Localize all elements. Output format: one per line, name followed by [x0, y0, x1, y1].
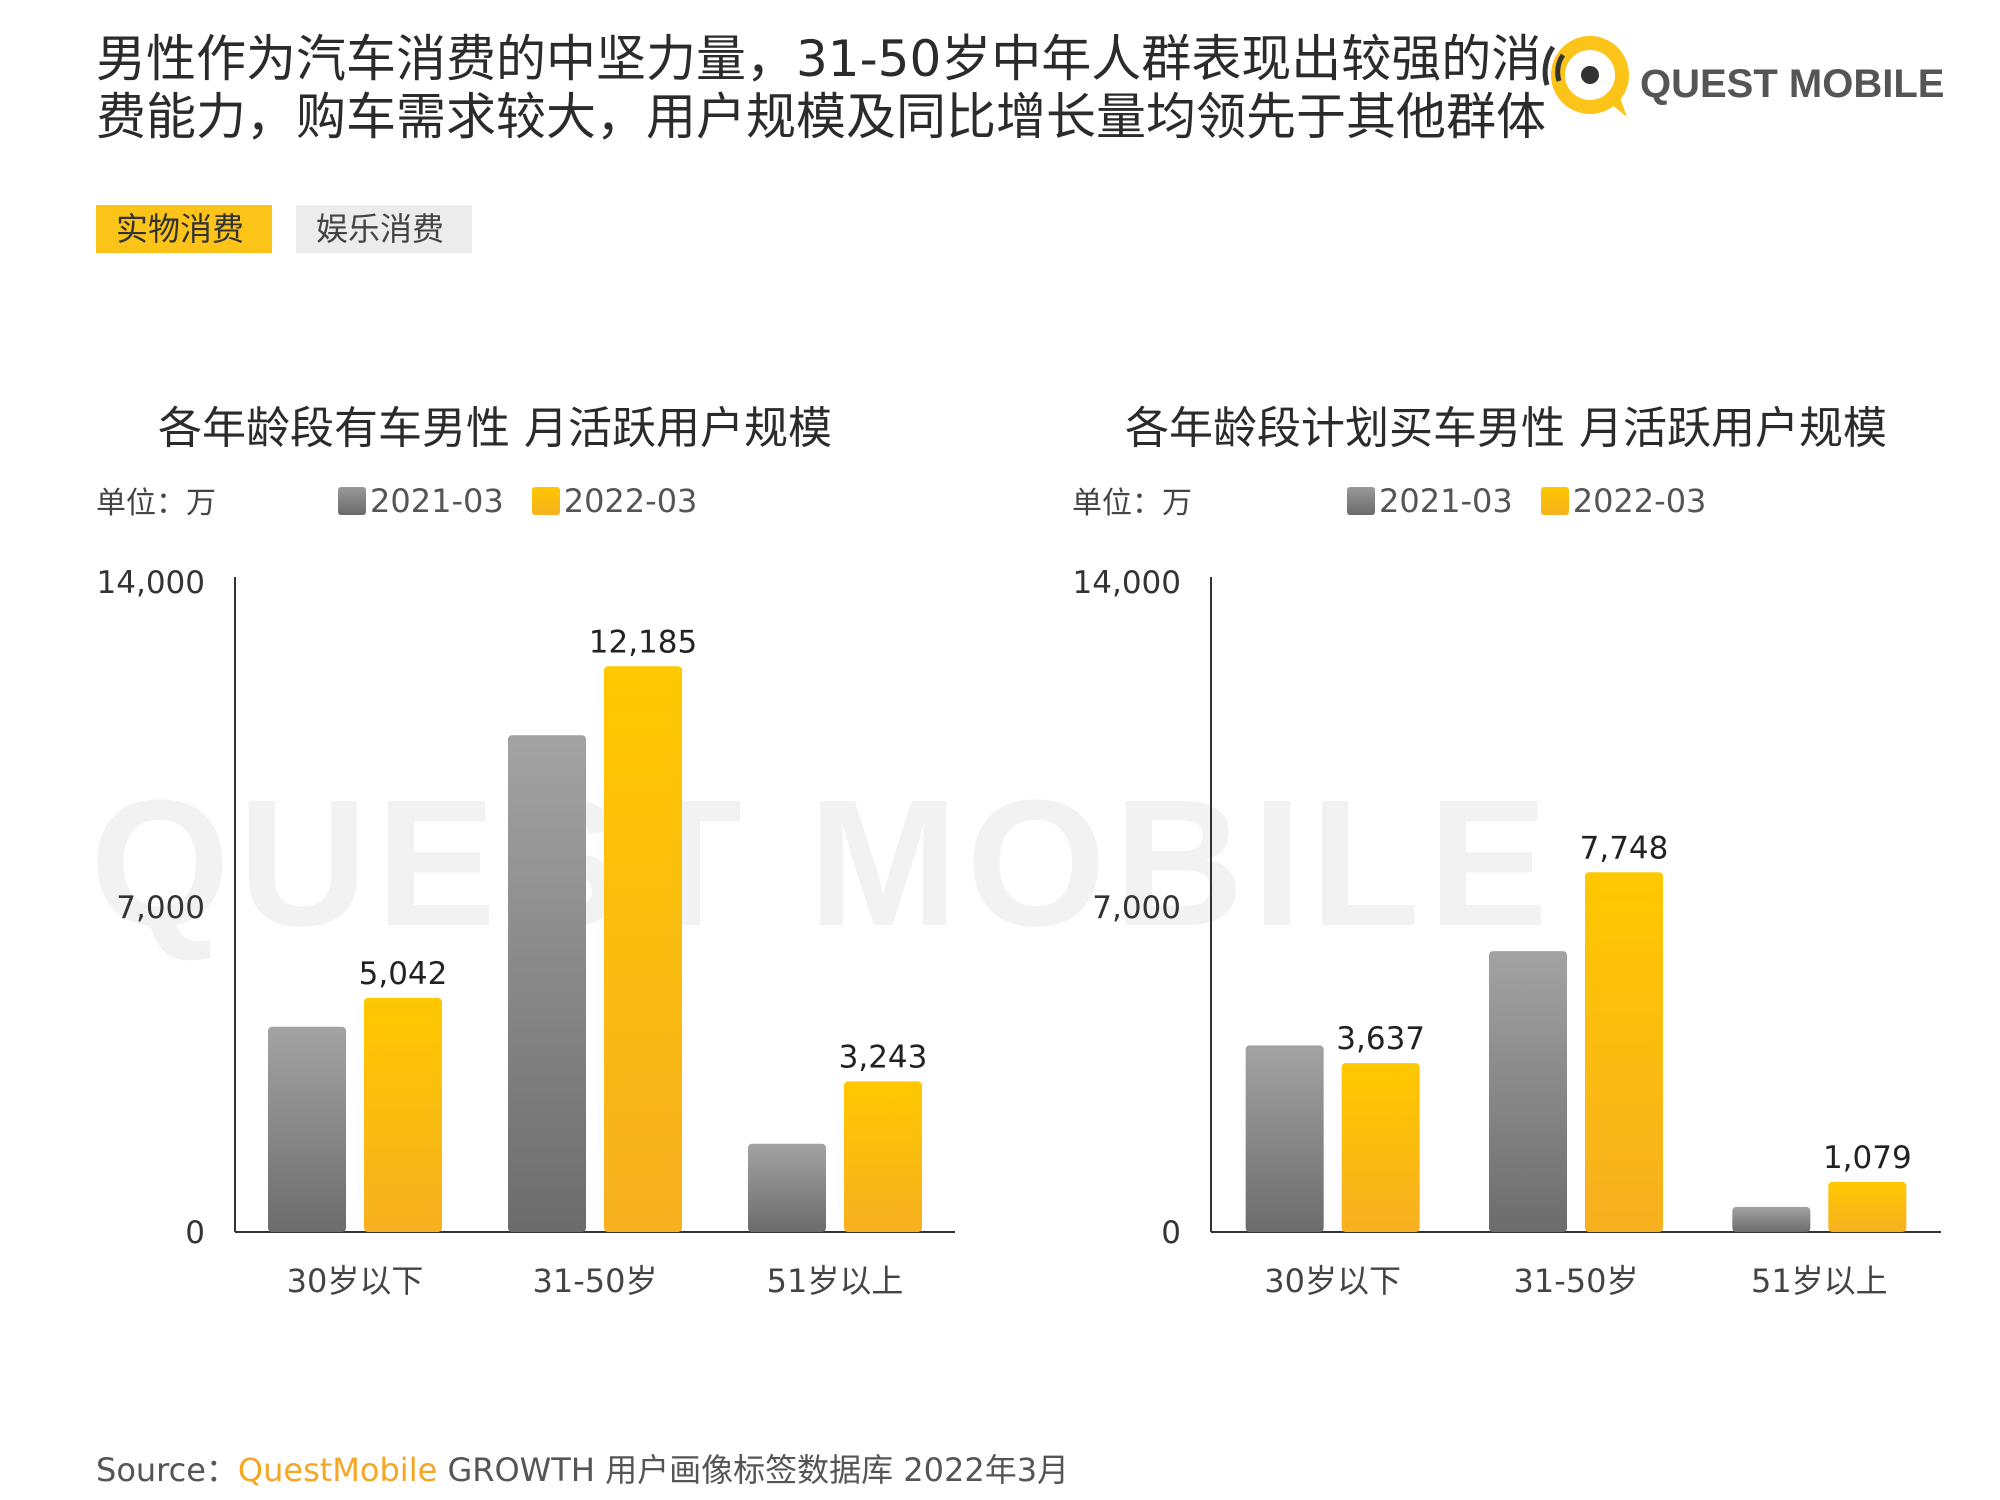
- source-rest: GROWTH 用户画像标签数据库 2022年3月: [437, 1451, 1070, 1489]
- unit-label-1: 单位：万: [96, 486, 216, 521]
- y-tick-label: 7,000: [1092, 890, 1181, 926]
- legend-1: 2021-03 2022-03: [338, 482, 725, 520]
- bar-2022-03-1: [604, 666, 682, 1232]
- data-label: 7,748: [1580, 830, 1669, 866]
- logo-text: QUEST MOBILE: [1640, 62, 1945, 106]
- source-note: Source：QuestMobile GROWTH 用户画像标签数据库 2022…: [96, 1445, 1069, 1491]
- bar-2021-03-2: [1732, 1206, 1811, 1232]
- y-tick-label: 14,000: [97, 565, 205, 601]
- tab-physical-consumption[interactable]: 实物消费: [96, 205, 272, 253]
- y-tick-label: 14,000: [1073, 565, 1181, 601]
- data-label: 5,042: [359, 956, 448, 992]
- y-tick-label: 7,000: [116, 890, 205, 926]
- bar-2021-03-1: [1489, 951, 1567, 1232]
- data-label: 3,243: [839, 1039, 928, 1075]
- legend-swatch-2021: [338, 487, 366, 515]
- legend-2: 2021-03 2022-03: [1347, 482, 1734, 520]
- quest-mobile-logo-icon: [1542, 36, 1629, 117]
- chart-title-purchase-intent: 各年龄段计划买车男性 月活跃用户规模: [1125, 403, 1887, 454]
- legend-swatch-2021: [1347, 487, 1375, 515]
- source-brand: QuestMobile: [237, 1451, 438, 1489]
- bar-2022-03-1: [1585, 872, 1663, 1232]
- page-title: 男性作为汽车消费的中坚力量，31-50岁中年人群表现出较强的消费能力，购车需求较…: [96, 30, 1546, 146]
- legend-swatch-2022: [1540, 487, 1569, 515]
- data-label: 1,079: [1823, 1140, 1912, 1176]
- legend-swatch-2022: [531, 487, 560, 515]
- y-tick-label: 0: [1161, 1215, 1181, 1251]
- bar-2021-03-0: [1245, 1045, 1324, 1232]
- watermark: QUEST MOBILE: [90, 763, 1557, 964]
- category-label: 51岁以上: [1751, 1262, 1888, 1300]
- bar-2022-03-0: [364, 997, 442, 1232]
- category-label: 31-50岁: [533, 1262, 658, 1300]
- y-tick-label: 0: [185, 1215, 205, 1251]
- chart-purchase-intent: 0 7,000 14,000 3,637 30岁以下 7,748 31-50岁 1,079 51…: [1073, 565, 1941, 1300]
- bar-2021-03-1: [508, 735, 586, 1232]
- chart-title-car-owners: 各年龄段有车男性 月活跃用户规模: [158, 403, 832, 454]
- source-prefix: Source：: [96, 1451, 238, 1489]
- bar-2021-03-0: [268, 1026, 346, 1232]
- unit-label-2: 单位：万: [1072, 486, 1192, 521]
- legend-label-2021: 2021-03: [370, 482, 504, 520]
- legend-label-2022: 2022-03: [1572, 482, 1707, 520]
- bar-2021-03-2: [748, 1143, 826, 1232]
- legend-label-2022: 2022-03: [563, 482, 698, 520]
- category-label: 30岁以下: [287, 1262, 424, 1300]
- data-label: 12,185: [589, 624, 697, 660]
- category-label: 30岁以下: [1264, 1262, 1401, 1300]
- chart-car-owners: 0 7,000 14,000 5,042 30岁以下 12,185 31-50岁 3,243 5…: [97, 565, 955, 1300]
- data-label: 3,637: [1336, 1021, 1425, 1057]
- bar-2022-03-2: [844, 1081, 922, 1232]
- category-label: 51岁以上: [767, 1262, 904, 1300]
- bar-2022-03-0: [1341, 1063, 1420, 1232]
- category-label: 31-50岁: [1514, 1262, 1639, 1300]
- bar-2022-03-2: [1828, 1181, 1907, 1232]
- legend-label-2021: 2021-03: [1379, 482, 1513, 520]
- tab-entertainment-consumption[interactable]: 娱乐消费: [296, 205, 472, 253]
